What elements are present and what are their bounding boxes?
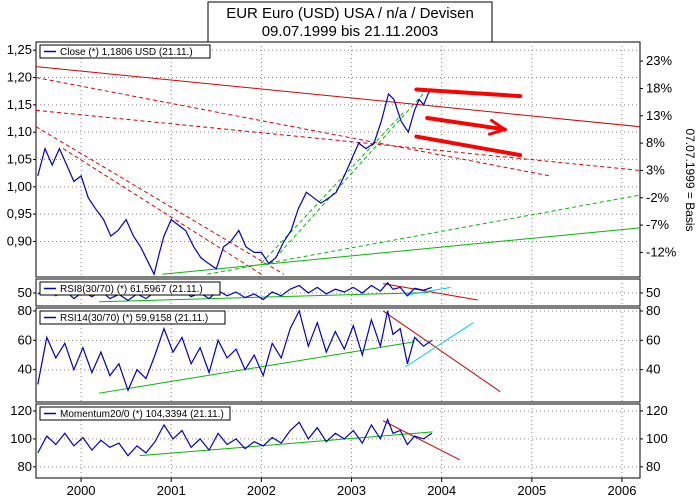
title-box: EUR Euro (USD) USA / n/a / Devisen 09.07…	[207, 1, 493, 43]
x-tick-label-3: 2003	[337, 483, 366, 498]
price-trend-line-1	[36, 77, 550, 177]
price-trend-line-7	[261, 109, 406, 264]
rsi14-ytick-label-0: 80	[18, 303, 32, 318]
rsi8-legend-box	[39, 281, 221, 296]
price-ytick-label-2: 1,15	[7, 97, 32, 112]
price-trend-line-2	[36, 109, 640, 171]
momentum-panel: 120 100 80 120 100 80 Momentum20/0 (*) 104,339…	[10, 403, 668, 479]
momentum-ytick-label-2: 80	[18, 459, 32, 474]
rsi14-right-tick-label-2: 40	[646, 362, 660, 377]
momentum-series-line-0	[37, 417, 433, 457]
x-tick-label-5: 2005	[517, 483, 546, 498]
price-ytick-label-0: 1,25	[7, 42, 32, 57]
momentum-right-tick-label-0: 120	[646, 403, 668, 418]
rsi8-trend-line-1	[382, 283, 478, 301]
price-legend-text: Close (*) 1,1806 USD (21.11.)	[60, 47, 193, 58]
momentum-trend-line-1	[382, 420, 460, 461]
rsi14-trend-line-0	[99, 341, 415, 394]
price-right-tick-label-0: 23%	[646, 53, 672, 68]
momentum-right-tick-label-2: 80	[646, 459, 660, 474]
price-series-line-0	[37, 88, 433, 277]
price-right-tick-label-5: -2%	[646, 190, 670, 205]
rsi14-ytick-label-2: 40	[18, 362, 32, 377]
x-tick-label-6: 2006	[608, 483, 637, 498]
price-trend-line-0	[36, 66, 640, 128]
rsi14-right-tick-label-0: 80	[646, 303, 660, 318]
x-tick-label-1: 2001	[157, 483, 186, 498]
rsi8-panel: 50 50 RSI8(30/70) (*) 61,5967 (21.11.)	[18, 278, 660, 307]
price-right-tick-label-6: -7%	[646, 217, 670, 232]
rsi14-trend-line-2	[405, 322, 474, 368]
price-ytick-label-1: 1,20	[7, 70, 32, 85]
x-axis: 2000 2001 2002 2003 2004 2005 2006	[67, 478, 637, 498]
price-ytick-label-3: 1,10	[7, 124, 32, 139]
right-axis-caption: 07.07.1999 = Basis	[683, 128, 697, 231]
rsi8-right-tick-label-0: 50	[646, 285, 660, 300]
price-trend-line-5	[162, 227, 640, 275]
x-tick-label-0: 2000	[67, 483, 96, 498]
x-tick-label-4: 2004	[427, 483, 456, 498]
chart-subtitle: 09.07.1999 bis 21.11.2003	[262, 23, 439, 40]
rsi8-trend-line-2	[405, 286, 451, 296]
momentum-legend-text: Momentum20/0 (*) 104,3394 (21.11.)	[60, 409, 224, 420]
price-arrow-1	[414, 134, 523, 158]
momentum-legend-box	[39, 406, 231, 421]
rsi14-ytick-label-1: 60	[18, 332, 32, 347]
title-frame	[207, 1, 493, 43]
price-trend-line-3	[36, 126, 285, 275]
price-ytick-label-5: 1,00	[7, 179, 32, 194]
price-ytick-label-6: 0,95	[7, 206, 32, 221]
rsi14-right-tick-label-1: 60	[646, 332, 660, 347]
price-trend-line-6	[207, 194, 640, 275]
price-arrow-2	[425, 115, 507, 132]
price-ytick-label-4: 1,05	[7, 152, 32, 167]
rsi8-legend-text: RSI8(30/70) (*) 61,5967 (21.11.)	[60, 284, 203, 295]
price-arrow-0	[414, 87, 523, 99]
momentum-ytick-label-0: 120	[10, 403, 32, 418]
price-arrow-head-2	[488, 118, 509, 136]
rsi14-series-line-0	[37, 309, 433, 392]
momentum-right-tick-label-1: 100	[646, 431, 668, 446]
price-right-tick-label-4: 3%	[646, 162, 665, 177]
price-panel: 1,25 1,20 1,15 1,10 1,05 1,00 0,95 0,90 23% 18% 13…	[7, 41, 677, 278]
rsi14-legend-text: RSI14(30/70) (*) 59,9158 (21.11.)	[60, 313, 208, 324]
price-right-tick-label-3: 8%	[646, 135, 665, 150]
price-right-tick-label-2: 13%	[646, 108, 672, 123]
chart-title: EUR Euro (USD) USA / n/a / Devisen	[226, 5, 474, 22]
rsi14-legend-box	[39, 310, 226, 325]
rsi14-panel: 80 60 40 80 60 40 RSI14(30/70) (*) 59,9158 (21…	[18, 303, 660, 403]
price-ytick-label-7: 0,90	[7, 233, 32, 248]
rsi14-trend-line-1	[382, 310, 501, 393]
price-right-tick-label-1: 18%	[646, 80, 672, 95]
momentum-trend-line-0	[139, 431, 433, 457]
rsi8-ytick-label-0: 50	[18, 285, 32, 300]
price-right-tick-label-7: -12%	[646, 244, 677, 259]
x-tick-label-2: 2002	[247, 483, 276, 498]
price-legend-box	[39, 44, 211, 59]
momentum-ytick-label-1: 100	[10, 431, 32, 446]
rsi8-trend-line-0	[99, 292, 429, 303]
price-trend-line-8	[270, 88, 429, 264]
price-frame	[35, 41, 641, 278]
